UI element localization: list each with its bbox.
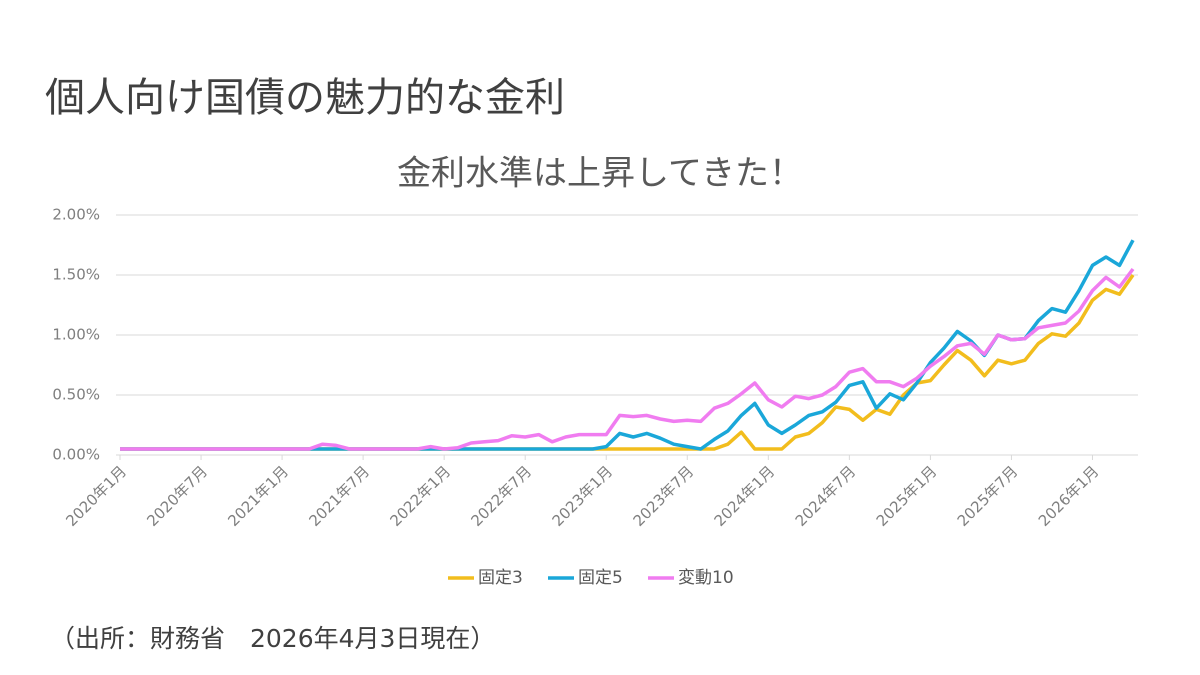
x-tick-label: 2020年7月 bbox=[143, 462, 211, 530]
x-tick-label: 2021年7月 bbox=[305, 462, 373, 530]
chart-title: 個人向け国債の魅力的な金利 bbox=[45, 75, 565, 121]
x-tick-label: 2023年1月 bbox=[549, 462, 617, 530]
x-tick-label: 2020年1月 bbox=[62, 462, 130, 530]
y-tick-label: 1.50% bbox=[52, 266, 100, 284]
legend-label: 変動10 bbox=[678, 568, 734, 588]
y-tick-label: 0.50% bbox=[52, 386, 100, 404]
chart-subtitle: 金利水準は上昇してきた！ bbox=[397, 154, 803, 194]
x-tick-label: 2022年7月 bbox=[468, 462, 536, 530]
x-tick-label: 2025年7月 bbox=[954, 462, 1022, 530]
x-tick-label: 2026年1月 bbox=[1035, 462, 1103, 530]
y-tick-label: 1.00% bbox=[52, 326, 100, 344]
x-tick-label: 2021年1月 bbox=[224, 462, 292, 530]
y-tick-label: 0.00% bbox=[52, 446, 100, 464]
source-note: （出所：財務省 2026年4月3日現在） bbox=[50, 624, 495, 653]
legend-label: 固定5 bbox=[578, 568, 623, 588]
series-line bbox=[120, 267, 1135, 451]
x-tick-label: 2022年1月 bbox=[386, 462, 454, 530]
x-tick-label: 2023年7月 bbox=[630, 462, 698, 530]
series-line bbox=[120, 273, 1135, 451]
x-tick-label: 2025年1月 bbox=[873, 462, 941, 530]
y-tick-label: 2.00% bbox=[52, 206, 100, 224]
legend-label: 固定3 bbox=[478, 568, 523, 588]
x-tick-label: 2024年1月 bbox=[711, 462, 779, 530]
x-tick-label: 2024年7月 bbox=[792, 462, 860, 530]
